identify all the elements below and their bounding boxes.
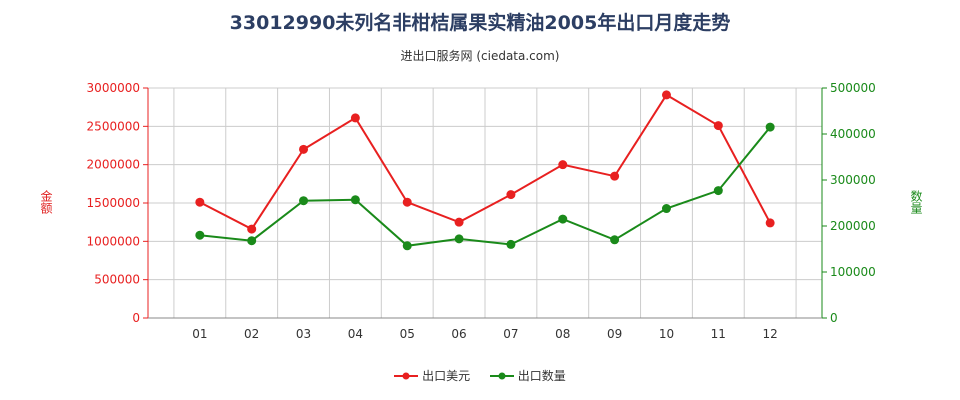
data-point-quantity [765, 122, 775, 132]
x-tick-label: 06 [451, 327, 466, 341]
data-point-quantity [713, 186, 723, 196]
chart-subtitle: 进出口服务网 (ciedata.com) [400, 49, 560, 63]
data-point-quantity [454, 234, 464, 244]
data-point-quantity [299, 196, 309, 206]
y-right-tick-label: 100000 [830, 265, 876, 279]
data-point-quantity [402, 241, 412, 251]
legend: 出口美元 出口数量 [0, 367, 960, 384]
legend-label-amount: 出口美元 [422, 369, 471, 383]
y-left-tick-label: 500000 [94, 273, 140, 287]
y-left-tick-label: 0 [132, 311, 140, 325]
x-tick-label: 04 [348, 327, 363, 341]
x-tick-label: 03 [296, 327, 311, 341]
series-line-amount [199, 93, 772, 231]
x-tick-label: 05 [400, 327, 415, 341]
x-tick-label: 09 [607, 327, 622, 341]
legend-swatch-quantity-icon [489, 372, 514, 379]
data-point-quantity [195, 230, 205, 240]
data-point-amount [713, 121, 723, 131]
data-point-amount [454, 217, 464, 227]
data-point-amount [506, 190, 516, 200]
y-right-tick-label: 400000 [830, 127, 876, 141]
data-point-quantity [610, 235, 620, 245]
data-point-quantity [350, 195, 360, 205]
y-left-tick-label: 3000000 [87, 81, 140, 95]
x-tick-label: 08 [555, 327, 570, 341]
data-point-amount [247, 224, 257, 234]
y-left-tick-label: 2500000 [87, 119, 140, 133]
y-right-tick-label: 300000 [830, 173, 876, 187]
data-point-amount [195, 197, 205, 207]
legend-swatch-amount-icon [394, 372, 419, 379]
data-point-quantity [506, 239, 516, 249]
data-point-amount [610, 171, 620, 181]
data-point-amount [765, 218, 775, 228]
y-right-tick-label: 200000 [830, 219, 876, 233]
legend-label-quantity: 出口数量 [517, 369, 566, 383]
y-left-tick-label: 1500000 [87, 196, 140, 210]
y-right-tick-label: 500000 [830, 81, 876, 95]
y-right-tick-label: 0 [830, 311, 838, 325]
x-tick-label: 07 [503, 327, 518, 341]
data-point-amount [299, 144, 309, 154]
y-left-tick-label: 2000000 [87, 158, 140, 172]
series-line-quantity [199, 126, 771, 247]
x-tick-label: 02 [244, 327, 259, 341]
x-tick-label: 12 [763, 327, 778, 341]
data-point-quantity [558, 214, 568, 224]
x-tick-label: 11 [711, 327, 726, 341]
data-point-quantity [661, 204, 671, 214]
y-right-axis-title: 数量 [909, 190, 923, 214]
y-left-tick-label: 1000000 [87, 234, 140, 248]
data-point-amount [402, 197, 412, 207]
y-left-axis-title: 金额 [39, 190, 53, 214]
x-tick-label: 10 [659, 327, 674, 341]
data-point-amount [558, 160, 568, 170]
chart-title: 33012990未列名非柑桔属果实精油2005年出口月度走势 [229, 12, 731, 34]
legend-item-quantity[interactable]: 出口数量 [489, 367, 566, 384]
data-point-amount [661, 90, 671, 100]
data-point-quantity [247, 236, 257, 246]
x-tick-label: 01 [192, 327, 207, 341]
data-point-amount [350, 113, 360, 123]
legend-item-amount[interactable]: 出口美元 [394, 367, 470, 384]
